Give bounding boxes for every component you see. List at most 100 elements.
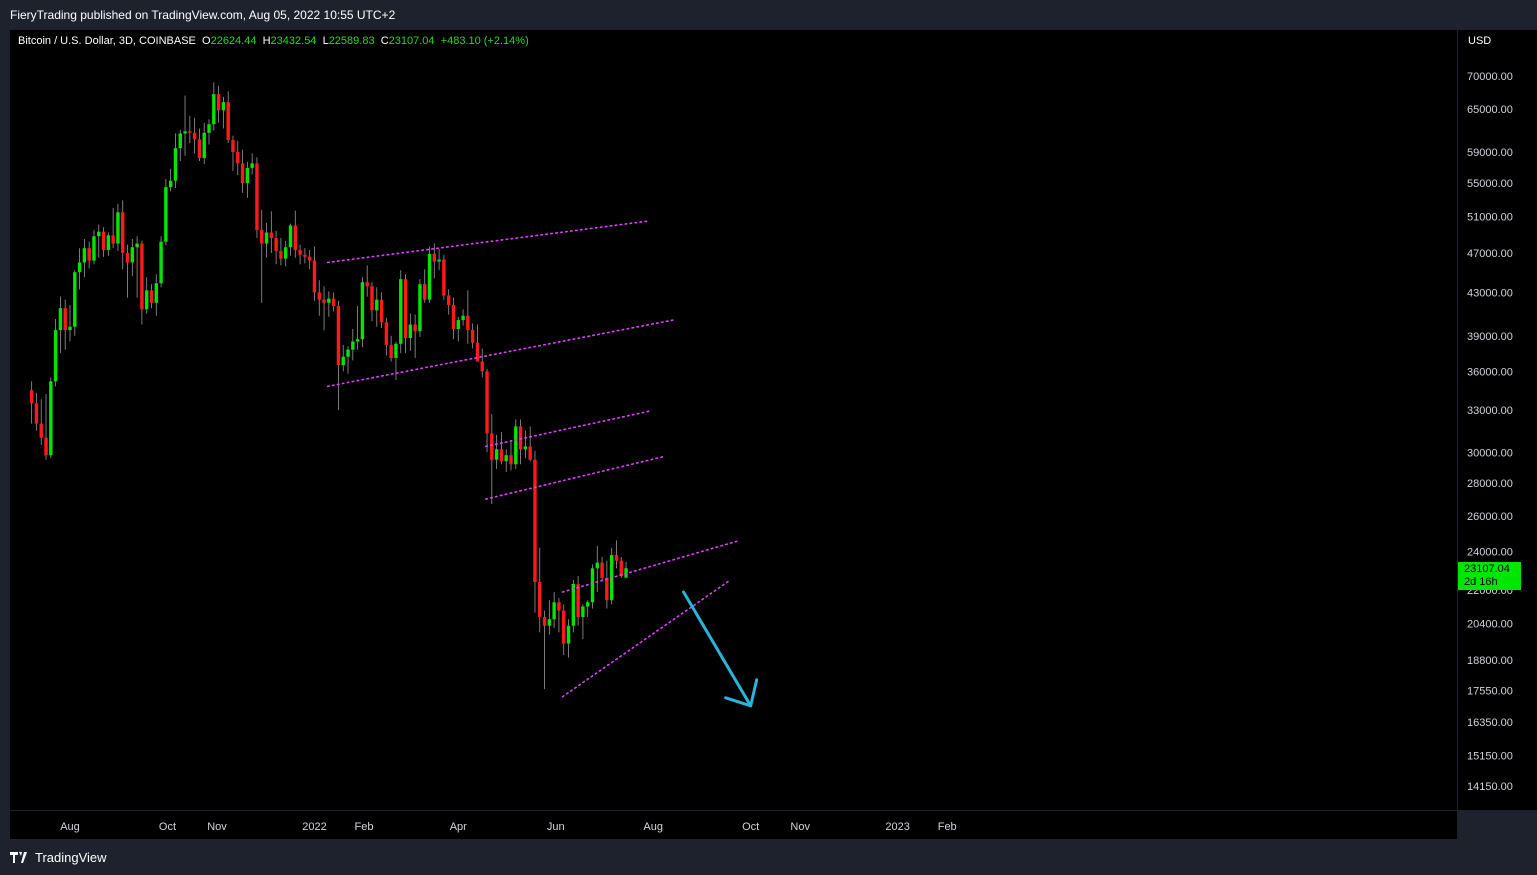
open-label: O bbox=[202, 35, 211, 47]
candle-body bbox=[336, 306, 341, 366]
candle-body bbox=[427, 253, 432, 300]
rising-wedge-line bbox=[561, 539, 741, 593]
time-axis[interactable]: Aug Oct Nov 2022 Feb Apr Jun Aug Oct Nov 2023 Feb bbox=[10, 811, 1457, 839]
candle-body bbox=[562, 610, 566, 644]
candle-body bbox=[188, 131, 192, 133]
candle-body bbox=[437, 259, 441, 262]
candle-body bbox=[154, 283, 158, 303]
price-tick-label: 59000.00 bbox=[1467, 147, 1513, 159]
candle-body bbox=[518, 426, 523, 450]
candle-body bbox=[456, 320, 460, 329]
candle-body bbox=[499, 449, 504, 462]
arrow-head bbox=[724, 678, 759, 708]
time-tick-label: Feb bbox=[355, 821, 374, 833]
candle-body bbox=[212, 94, 216, 125]
close-value: 23107.04 bbox=[388, 35, 435, 47]
candle-body bbox=[87, 248, 91, 261]
price-tick-label: 18800.00 bbox=[1467, 655, 1513, 667]
close-label: C bbox=[380, 35, 389, 47]
candle-body bbox=[307, 256, 312, 261]
price-tick-label: 51000.00 bbox=[1467, 212, 1513, 224]
price-tick-label: 70000.00 bbox=[1467, 71, 1513, 83]
candle-body bbox=[44, 437, 48, 456]
candle-body bbox=[144, 290, 149, 310]
channel-line bbox=[485, 455, 664, 500]
candle-body bbox=[327, 298, 331, 303]
price-tick-label: 30000.00 bbox=[1467, 447, 1513, 459]
candle-body bbox=[111, 235, 115, 244]
last-price-tag: 23107.04 2d 16h bbox=[1458, 562, 1521, 590]
candle-body bbox=[547, 619, 552, 626]
low-value: 22589.83 bbox=[328, 35, 375, 47]
time-tick-label: Oct bbox=[742, 821, 759, 833]
candle-body bbox=[533, 459, 537, 583]
candle-body bbox=[29, 390, 34, 404]
open-value: 22624.44 bbox=[210, 35, 257, 47]
candle-body bbox=[73, 272, 77, 327]
candle-body bbox=[140, 243, 144, 310]
candle-body bbox=[207, 124, 211, 133]
candle-body bbox=[303, 254, 307, 257]
price-tick-label: 36000.00 bbox=[1467, 366, 1513, 378]
candle-body bbox=[394, 343, 398, 358]
top-bar: FieryTrading published on TradingView.co… bbox=[0, 0, 1537, 30]
candle-body bbox=[192, 132, 197, 140]
candle-body bbox=[221, 102, 226, 111]
candle-body bbox=[284, 247, 288, 259]
candle-body bbox=[590, 568, 595, 603]
candle-body bbox=[322, 299, 326, 303]
time-tick-label: 2022 bbox=[302, 821, 326, 833]
candle-body bbox=[63, 308, 67, 331]
candle-body bbox=[571, 583, 576, 626]
price-tick-label: 39000.00 bbox=[1467, 331, 1513, 343]
candle-body bbox=[317, 292, 321, 300]
candle-body bbox=[49, 381, 53, 456]
candle-body bbox=[197, 139, 202, 158]
candle-body bbox=[408, 324, 413, 339]
candle-body bbox=[432, 253, 437, 262]
candle-body bbox=[130, 247, 135, 263]
candle-body bbox=[178, 133, 182, 149]
candle-body bbox=[312, 260, 317, 293]
candle-body bbox=[149, 290, 154, 303]
ohlc-legend: Bitcoin / U.S. Dollar, 3D, COINBASE O226… bbox=[18, 35, 529, 47]
candle-body bbox=[97, 231, 101, 237]
candle-body bbox=[614, 555, 619, 561]
time-tick-label: Nov bbox=[207, 821, 227, 833]
candle-body bbox=[355, 339, 360, 342]
candle-body bbox=[423, 284, 427, 300]
candle-body bbox=[528, 446, 532, 460]
channel-line bbox=[485, 410, 650, 448]
pattern-annotations bbox=[326, 220, 741, 698]
candle-body bbox=[164, 187, 168, 242]
candle-body bbox=[255, 163, 259, 230]
candle-body bbox=[375, 299, 379, 311]
high-label: H bbox=[262, 35, 271, 47]
footer-bar: TradingView bbox=[0, 840, 1537, 875]
candles-group bbox=[29, 82, 628, 690]
candle-body bbox=[125, 252, 130, 263]
price-tick-label: 28000.00 bbox=[1467, 478, 1513, 490]
price-tick-label: 47000.00 bbox=[1467, 248, 1513, 260]
candle-body bbox=[480, 361, 484, 372]
candle-body bbox=[135, 243, 139, 248]
candle-body bbox=[236, 151, 240, 164]
candle-body bbox=[360, 282, 365, 340]
chart-plot-area[interactable] bbox=[10, 30, 1457, 810]
candle-body bbox=[504, 455, 508, 462]
rising-wedge-line bbox=[561, 579, 732, 698]
candle-body bbox=[418, 284, 422, 332]
candle-body bbox=[68, 326, 72, 331]
candle-body bbox=[600, 562, 604, 579]
tradingview-logo[interactable]: TradingView bbox=[10, 850, 107, 865]
time-tick-label: Nov bbox=[790, 821, 810, 833]
candle-body bbox=[581, 606, 585, 618]
candle-body bbox=[585, 602, 590, 607]
candle-body bbox=[557, 602, 561, 611]
candle-body bbox=[466, 315, 470, 331]
candle-body bbox=[461, 315, 465, 321]
candle-body bbox=[250, 163, 254, 169]
candle-body bbox=[490, 433, 494, 460]
candle-body bbox=[264, 232, 269, 244]
price-axis[interactable]: 70000.00 65000.00 59000.00 55000.00 51000.00… bbox=[1458, 30, 1537, 810]
